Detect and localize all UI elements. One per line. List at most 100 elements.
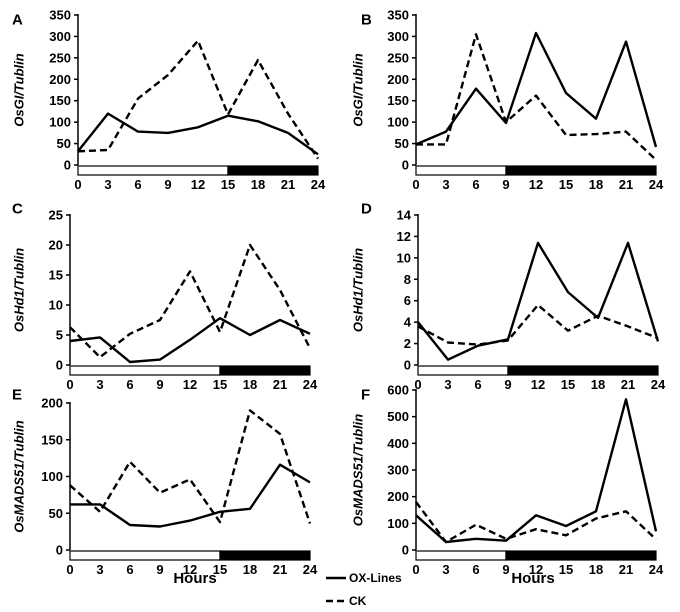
light-period-bar xyxy=(417,365,509,376)
y-axis-label: OsHd1/Tublin xyxy=(12,248,27,332)
y-tick-label: 400 xyxy=(387,436,409,451)
panel-f: F OsMADS51/Tublin 0 100 200 300 400 500 600 0 3 6 9 1… xyxy=(351,383,664,578)
x-tick-label: 0 xyxy=(74,177,81,192)
x-tick-label: 12 xyxy=(183,377,197,392)
y-tick-label: 200 xyxy=(49,72,71,87)
x-tick-label: 24 xyxy=(303,377,318,392)
x-tick-label: 6 xyxy=(126,562,133,577)
x-tick-label: 0 xyxy=(414,377,421,392)
x-tick-label: 21 xyxy=(273,377,287,392)
x-tick-label: 18 xyxy=(589,562,603,577)
x-tick-label: 21 xyxy=(273,562,287,577)
x-tick-label: 18 xyxy=(243,377,257,392)
panel-letter: F xyxy=(361,386,370,403)
series-line-ox-lines xyxy=(70,463,311,528)
dark-period-bar xyxy=(219,550,311,561)
y-tick-label: 200 xyxy=(387,72,409,87)
x-tick-label: 21 xyxy=(621,377,635,392)
panel-letter: D xyxy=(361,200,372,217)
y-tick-label: 25 xyxy=(49,208,63,223)
x-tick-label: 9 xyxy=(156,377,163,392)
y-tick-label: 4 xyxy=(404,315,412,330)
panel-letter: B xyxy=(361,11,372,28)
x-tick-label: 21 xyxy=(619,562,633,577)
y-tick-label: 14 xyxy=(397,208,412,223)
y-axis-label: OsGI/Tublin xyxy=(351,53,366,126)
x-tick-label: 3 xyxy=(104,177,111,192)
x-tick-label: 15 xyxy=(559,177,573,192)
y-tick-label: 250 xyxy=(387,50,409,65)
series-line-ox-lines xyxy=(417,241,660,361)
y-tick-label: 50 xyxy=(49,506,63,521)
y-tick-label: 0 xyxy=(402,158,409,173)
panel-b: B OsGI/Tublin 0 50 100 150 200 250 300 350 0 3 6 9 12 1… xyxy=(351,8,664,193)
y-tick-label: 100 xyxy=(49,115,71,130)
x-tick-label: 3 xyxy=(444,377,451,392)
y-tick-label: 250 xyxy=(49,50,71,65)
y-tick-label: 150 xyxy=(41,432,63,447)
x-tick-label: 9 xyxy=(504,377,511,392)
y-tick-label: 350 xyxy=(387,8,409,23)
y-tick-label: 0 xyxy=(404,358,411,373)
y-tick-label: 150 xyxy=(49,93,71,108)
x-tick-label: 9 xyxy=(502,562,509,577)
y-tick-label: 5 xyxy=(56,328,63,343)
x-axis-title-left: Hours xyxy=(173,570,216,587)
legend: OX-Lines CK xyxy=(326,571,402,608)
panel-a: A OsGI/Tublin 0 50 100 150 200 250 300 350 0 3 6 9 12 1… xyxy=(12,8,326,193)
light-period-bar xyxy=(77,165,229,176)
y-tick-label: 50 xyxy=(57,136,71,151)
y-axis-label: OsGI/Tublin xyxy=(12,53,27,126)
y-tick-label: 0 xyxy=(56,358,63,373)
x-tick-label: 15 xyxy=(221,177,235,192)
y-tick-label: 300 xyxy=(387,463,409,478)
y-tick-label: 300 xyxy=(49,29,71,44)
series-line-ox-lines xyxy=(69,317,311,364)
x-tick-label: 12 xyxy=(531,377,545,392)
y-tick-label: 200 xyxy=(387,489,409,504)
y-tick-label: 100 xyxy=(387,516,409,531)
dark-period-bar xyxy=(227,165,319,176)
x-tick-label: 18 xyxy=(591,377,605,392)
panel-letter: A xyxy=(12,11,23,28)
y-tick-label: 150 xyxy=(387,93,409,108)
series-line-ck xyxy=(69,409,312,524)
panel-e: E OsMADS51/Tublin 0 50 100 150 200 0 3 6 9 12 15 18 21… xyxy=(12,386,318,577)
y-tick-label: 0 xyxy=(64,158,71,173)
x-tick-label: 21 xyxy=(281,177,295,192)
y-axis-label: OsMADS51/Tublin xyxy=(12,420,27,533)
dark-period-bar xyxy=(505,165,657,176)
series-line-ck xyxy=(415,501,657,544)
y-tick-label: 100 xyxy=(387,115,409,130)
x-tick-label: 3 xyxy=(442,562,449,577)
y-tick-label: 10 xyxy=(397,250,411,265)
y-tick-label: 300 xyxy=(387,29,409,44)
light-period-bar xyxy=(69,550,221,561)
x-tick-label: 6 xyxy=(126,377,133,392)
y-tick-label: 600 xyxy=(387,383,409,398)
x-tick-label: 12 xyxy=(183,562,197,577)
x-tick-label: 24 xyxy=(651,377,666,392)
series-line-ox-lines xyxy=(415,31,658,148)
x-tick-label: 9 xyxy=(164,177,171,192)
x-tick-label: 3 xyxy=(442,177,449,192)
x-tick-label: 24 xyxy=(303,562,318,577)
light-period-bar xyxy=(69,365,221,376)
x-tick-label: 6 xyxy=(472,562,479,577)
x-tick-label: 24 xyxy=(649,177,664,192)
x-tick-label: 0 xyxy=(66,377,73,392)
x-tick-label: 15 xyxy=(559,562,573,577)
series-line-ck xyxy=(69,243,312,359)
x-tick-label: 15 xyxy=(213,562,227,577)
dark-period-bar xyxy=(507,365,659,376)
x-tick-label: 6 xyxy=(472,177,479,192)
y-tick-label: 0 xyxy=(56,543,63,558)
light-period-bar xyxy=(415,550,507,561)
y-tick-label: 15 xyxy=(49,268,63,283)
dark-period-bar xyxy=(505,550,657,561)
x-tick-label: 0 xyxy=(412,177,419,192)
y-tick-label: 0 xyxy=(402,543,409,558)
y-tick-label: 50 xyxy=(395,136,409,151)
x-tick-label: 24 xyxy=(311,177,326,192)
